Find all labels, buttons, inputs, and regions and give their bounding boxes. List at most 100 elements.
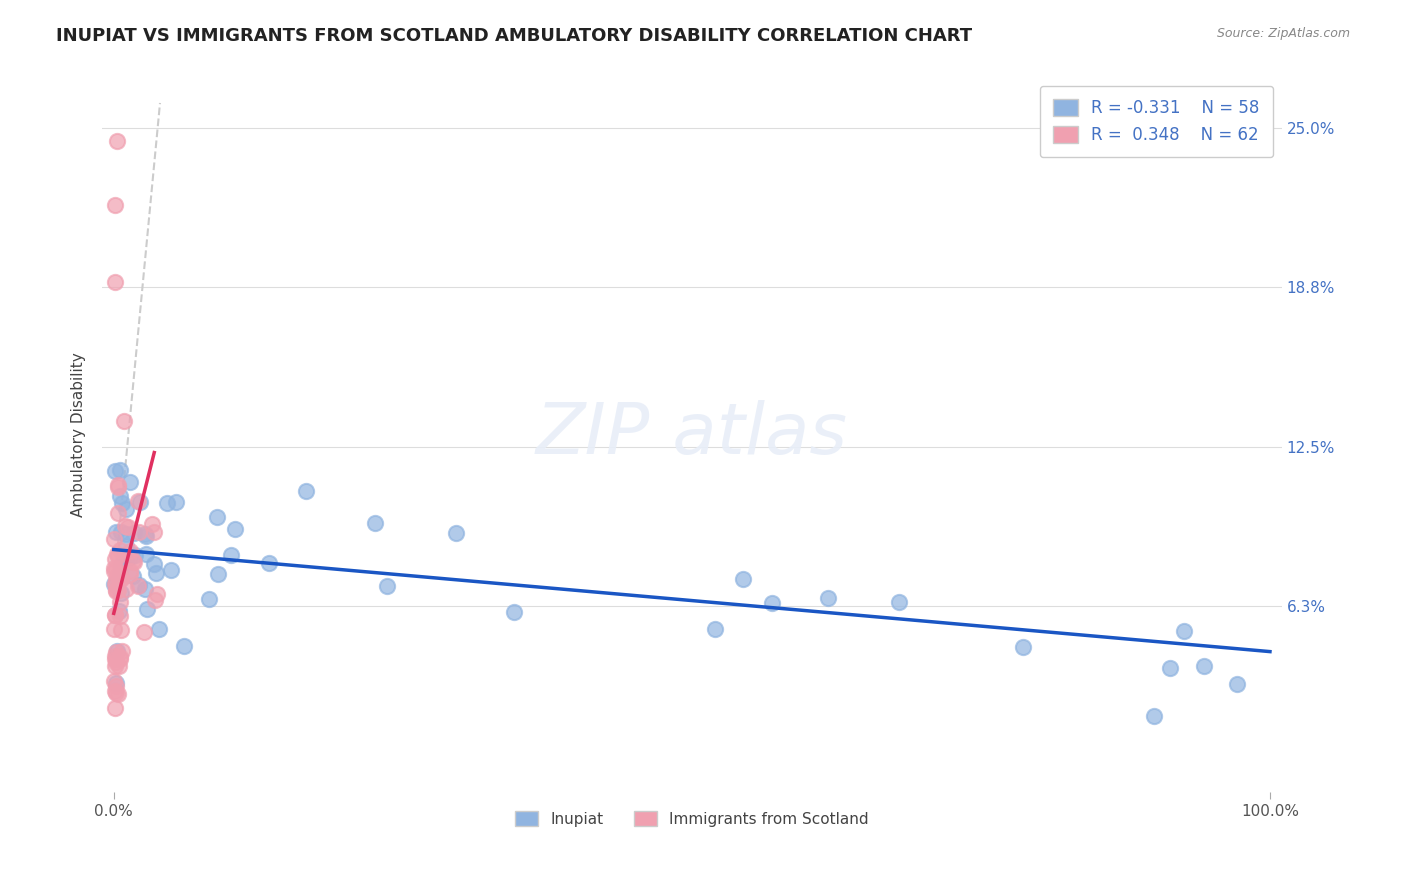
Point xyxy=(128,495,150,509)
Point xyxy=(1192,658,1215,673)
Point xyxy=(122,526,145,541)
Point xyxy=(112,414,135,428)
Point xyxy=(160,563,183,577)
Point xyxy=(108,649,131,664)
Point xyxy=(114,553,136,567)
Point xyxy=(105,645,128,659)
Point xyxy=(165,495,187,509)
Point xyxy=(122,568,145,582)
Point xyxy=(294,483,316,498)
Point xyxy=(108,659,131,673)
Point xyxy=(134,625,156,640)
Point xyxy=(761,596,783,610)
Point xyxy=(1143,709,1166,723)
Point xyxy=(156,496,179,510)
Point xyxy=(105,583,128,598)
Point xyxy=(104,679,127,693)
Point xyxy=(110,609,132,624)
Point xyxy=(104,464,127,478)
Point xyxy=(104,648,127,663)
Point xyxy=(889,595,911,609)
Text: INUPIAT VS IMMIGRANTS FROM SCOTLAND AMBULATORY DISABILITY CORRELATION CHART: INUPIAT VS IMMIGRANTS FROM SCOTLAND AMBU… xyxy=(56,27,973,45)
Point xyxy=(143,524,166,539)
Point xyxy=(103,674,125,689)
Point xyxy=(104,608,127,623)
Point xyxy=(110,623,132,637)
Point xyxy=(257,556,280,570)
Point xyxy=(110,586,132,600)
Point xyxy=(103,532,125,546)
Point xyxy=(198,592,221,607)
Point xyxy=(110,558,132,573)
Point xyxy=(103,564,125,578)
Point xyxy=(103,560,125,574)
Point xyxy=(110,524,132,539)
Point xyxy=(224,522,246,536)
Point xyxy=(1159,661,1181,675)
Point xyxy=(103,577,125,591)
Point xyxy=(145,587,167,601)
Point xyxy=(118,549,141,564)
Point xyxy=(104,275,127,289)
Point xyxy=(110,572,132,586)
Point xyxy=(134,526,156,541)
Point xyxy=(105,134,128,148)
Point xyxy=(148,622,170,636)
Point xyxy=(105,644,128,658)
Point xyxy=(107,569,129,583)
Point xyxy=(104,573,127,587)
Point xyxy=(104,552,127,566)
Point xyxy=(173,639,195,653)
Point xyxy=(107,687,129,701)
Point xyxy=(110,571,132,585)
Legend: Inupiat, Immigrants from Scotland: Inupiat, Immigrants from Scotland xyxy=(508,803,876,834)
Point xyxy=(207,567,229,582)
Point xyxy=(444,526,467,541)
Point xyxy=(118,565,141,579)
Point xyxy=(111,496,134,510)
Point xyxy=(105,676,128,690)
Point xyxy=(128,577,150,591)
Point xyxy=(103,198,125,212)
Point xyxy=(817,591,839,605)
Point xyxy=(103,622,125,636)
Point xyxy=(117,520,139,534)
Point xyxy=(115,526,138,541)
Point xyxy=(104,684,127,698)
Point xyxy=(107,582,129,597)
Point xyxy=(124,548,146,562)
Point xyxy=(104,577,127,591)
Point xyxy=(105,686,128,700)
Point xyxy=(104,651,127,665)
Point xyxy=(107,549,129,563)
Point xyxy=(503,605,526,619)
Point xyxy=(108,573,131,587)
Point xyxy=(114,502,136,516)
Point xyxy=(104,659,127,673)
Point xyxy=(219,549,242,563)
Point xyxy=(111,644,134,658)
Text: ZIP atlas: ZIP atlas xyxy=(536,401,848,469)
Point xyxy=(124,555,146,569)
Point xyxy=(731,572,754,586)
Point xyxy=(105,562,128,576)
Point xyxy=(128,525,150,540)
Point xyxy=(108,595,131,609)
Point xyxy=(114,582,136,596)
Point xyxy=(107,506,129,520)
Point xyxy=(127,494,149,508)
Point xyxy=(115,539,138,553)
Point xyxy=(135,547,157,561)
Point xyxy=(108,566,131,581)
Text: Source: ZipAtlas.com: Source: ZipAtlas.com xyxy=(1216,27,1350,40)
Point xyxy=(121,554,143,568)
Point xyxy=(135,602,157,616)
Point xyxy=(104,656,127,670)
Point xyxy=(1225,677,1247,691)
Point xyxy=(108,566,131,581)
Point xyxy=(108,604,131,618)
Point xyxy=(105,547,128,561)
Point xyxy=(1173,624,1195,638)
Point xyxy=(110,651,132,665)
Point xyxy=(127,579,149,593)
